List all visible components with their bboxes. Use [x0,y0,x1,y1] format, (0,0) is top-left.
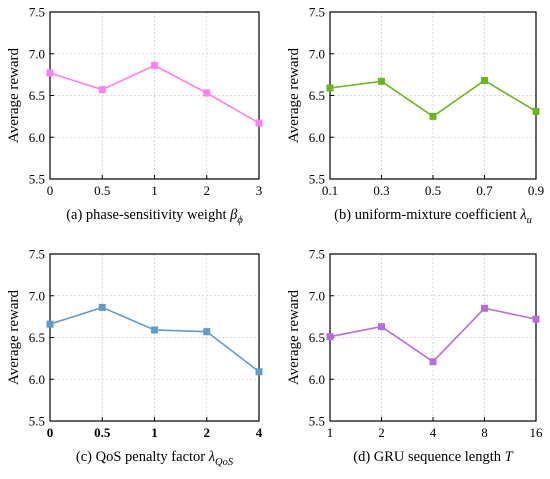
x-tick-label: 4 [430,425,437,440]
y-tick-label: 5.5 [309,414,325,429]
y-axis-label: Average reward [6,289,22,385]
y-tick-label: 5.5 [29,172,45,187]
x-tick-label: 2 [378,425,385,440]
x-tick-label: 8 [481,425,488,440]
x-tick-label: 2 [204,183,211,198]
x-tick-label: 1 [151,183,158,198]
data-point [532,107,540,115]
y-tick-label: 7.5 [29,247,45,262]
panel-caption: (c) QoS penalty factor λQoS [76,449,234,468]
x-tick-label: 0.5 [94,183,110,198]
data-point [429,112,437,120]
x-tick-label: 0 [47,425,54,440]
y-axis-label: Average reward [286,47,302,143]
data-point [46,69,54,77]
y-tick-label: 6.5 [309,330,325,345]
y-tick-label: 7.0 [309,46,325,61]
data-point [203,89,211,97]
y-tick-label: 7.0 [29,46,45,61]
y-axis-label: Average reward [286,289,302,385]
y-axis-label: Average reward [6,47,22,143]
x-tick-label: 0 [47,183,54,198]
x-tick-label: 1 [151,425,158,440]
x-tick-label: 0.1 [322,183,338,198]
y-tick-label: 5.5 [309,172,325,187]
y-tick-label: 7.0 [309,288,325,303]
panel-1: 5.5 6.0 6.5 7.0 7.5 0 0.5 1 2 3 Average reward (a) … [6,5,263,226]
data-point [326,84,334,92]
data-point [151,61,158,69]
data-point [98,86,106,94]
y-tick-label: 7.0 [29,288,45,303]
x-tick-label: 0.5 [425,183,441,198]
panel-caption: (d) GRU sequence length T [353,449,513,465]
data-point [326,333,334,341]
data-point [378,77,385,85]
y-tick-label: 5.5 [29,414,45,429]
panel-2: 5.5 6.0 6.5 7.0 7.5 0.1 0.3 0.5 0.7 0.9 Average re… [286,5,544,227]
panel-3: 5.5 6.0 6.5 7.0 7.5 0 0.5 1 2 4 Average reward (c) … [6,247,263,469]
x-tick-label: 0.9 [528,183,544,198]
y-tick-label: 6.5 [29,88,45,103]
x-tick-label: 16 [530,425,544,440]
x-tick-label: 3 [256,183,263,198]
series-line [49,64,260,124]
data-point [203,328,211,336]
y-tick-label: 6.0 [309,130,325,145]
y-tick-label: 6.5 [309,88,325,103]
data-point [46,320,54,328]
y-tick-label: 6.0 [29,130,45,145]
data-point [481,76,488,84]
y-tick-label: 7.5 [309,247,325,262]
x-tick-label: 0.7 [476,183,493,198]
x-tick-label: 0.3 [373,183,389,198]
data-point [255,368,263,376]
y-tick-label: 7.5 [309,5,325,20]
x-tick-label: 4 [256,425,263,440]
panel-caption: (a) phase-sensitivity weight βϕ [66,207,243,226]
data-point [255,119,263,127]
panel-caption: (b) uniform-mixture coefficient λu [334,207,532,226]
panel-4: 5.5 6.0 6.5 7.0 7.5 1 2 4 8 16 Average reward (d) G… [286,247,543,466]
data-point [481,304,488,312]
x-tick-label: 2 [204,425,211,440]
data-point [429,358,437,366]
y-tick-label: 6.0 [29,372,45,387]
x-tick-label: 0.5 [94,425,111,440]
x-tick-label: 1 [327,425,334,440]
y-tick-label: 7.5 [29,5,45,20]
data-point [532,315,540,323]
y-tick-label: 6.5 [29,330,45,345]
y-tick-label: 6.0 [309,372,325,387]
data-point [151,326,158,334]
data-point [98,303,106,311]
data-point [378,323,385,331]
